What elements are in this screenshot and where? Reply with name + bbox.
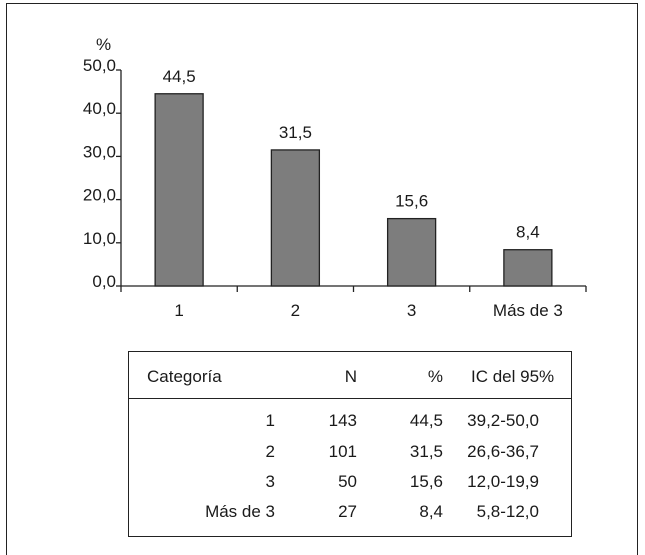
cell-categoria: Más de 3 [205,502,275,521]
bar-value-label: 15,6 [395,192,428,211]
table-row: 2 101 31,5 26,6-36,7 [129,437,571,467]
bar-value-label: 44,5 [163,67,196,86]
x-axis: 1 2 3 Más de 3 [120,285,587,320]
header-ic95: IC del 95% [443,352,571,399]
cell-ic95: 12,0-19,9 [467,472,539,491]
bar [386,217,437,287]
bar [270,149,321,287]
cell-percent: 8,4 [419,502,443,521]
bar [503,249,553,287]
figure-frame [6,3,638,555]
table-row: Más de 3 27 8,4 5,8-12,0 [129,497,571,527]
cell-percent: 31,5 [409,442,443,461]
cell-n: 101 [328,442,357,461]
bar-value-label: 31,5 [279,123,312,142]
cell-n: 143 [328,411,357,430]
y-axis-label: % [96,35,111,54]
cell-categoria: 3 [265,472,275,491]
cell-n: 27 [338,502,357,521]
summary-table-box: Categoría N % IC del 95% 1 143 44,5 39,2… [128,351,572,537]
y-tick-label: 30,0 [83,142,116,161]
table-row: 1 143 44,5 39,2-50,0 [129,399,571,438]
cell-n: 50 [338,472,357,491]
cell-categoria: 1 [265,411,275,430]
cell-percent: 15,6 [409,472,443,491]
y-axis: 0,0 10,0 20,0 30,0 40,0 50,0 [83,56,122,291]
cell-ic95: 5,8-12,0 [476,502,539,521]
bar-chart: % 0,0 10,0 20,0 30,0 40,0 50,0 1 2 3 Más de 3 44… [83,35,587,320]
table-row: 3 50 15,6 12,0-19,9 [129,467,571,497]
y-tick-label: 40,0 [83,99,116,118]
x-tick-label: 3 [407,301,416,320]
cell-ic95: 39,2-50,0 [467,411,539,430]
header-n: N [275,352,357,399]
header-percent: % [357,352,443,399]
x-tick-label: 2 [291,301,300,320]
x-tick-label: Más de 3 [493,301,563,320]
bar [154,93,204,287]
y-tick-label: 20,0 [83,186,116,205]
bar-value-label: 8,4 [516,223,540,242]
summary-table: Categoría N % IC del 95% 1 143 44,5 39,2… [129,352,571,527]
cell-ic95: 26,6-36,7 [467,442,539,461]
table-header-row: Categoría N % IC del 95% [129,352,571,399]
bars: 44,5 31,5 15,6 8,4 [154,67,553,287]
cell-percent: 44,5 [409,411,443,430]
y-tick-label: 10,0 [83,229,116,248]
x-tick-label: 1 [174,301,183,320]
cell-categoria: 2 [265,442,275,461]
y-tick-label: 0,0 [92,272,116,291]
header-categoria: Categoría [129,352,275,399]
y-tick-label: 50,0 [83,56,116,75]
